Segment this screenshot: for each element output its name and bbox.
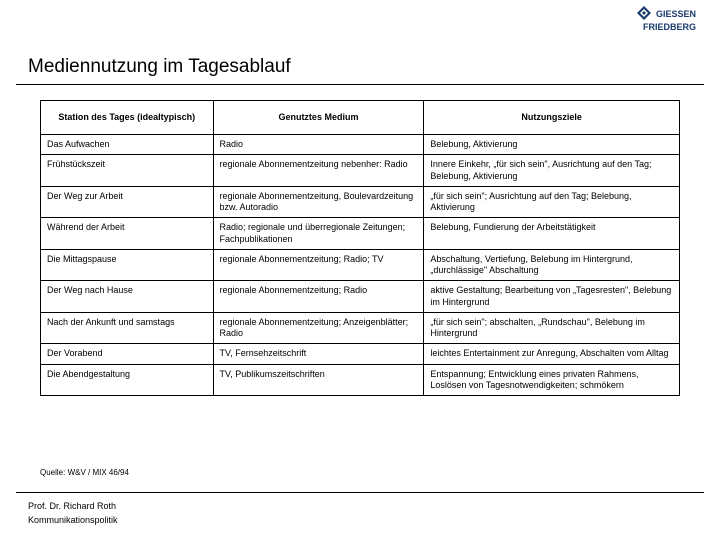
page-title: Mediennutzung im Tagesablauf [28, 56, 291, 78]
table-cell: „für sich sein"; abschalten, „Rundschau"… [424, 312, 680, 344]
table-row: Das AufwachenRadioBelebung, Aktivierung [41, 135, 680, 155]
table-cell: regionale Abonnementzeitung; Radio; TV [213, 249, 424, 281]
table-cell: Entspannung; Entwicklung eines privaten … [424, 364, 680, 396]
table-cell: Die Abendgestaltung [41, 364, 214, 396]
title-divider [16, 84, 704, 85]
table-row: Die Mittagspauseregionale Abonnementzeit… [41, 249, 680, 281]
table-cell: Die Mittagspause [41, 249, 214, 281]
table-cell: TV, Fernsehzeitschrift [213, 344, 424, 364]
logo-icon [637, 6, 651, 23]
logo-line1: GIESSEN [656, 9, 696, 19]
table-cell: Der Weg nach Hause [41, 281, 214, 313]
table-cell: Während der Arbeit [41, 218, 214, 250]
footer-divider [16, 492, 704, 493]
col-header-goals: Nutzungsziele [424, 101, 680, 135]
col-header-medium: Genutztes Medium [213, 101, 424, 135]
table-cell: Abschaltung, Vertiefung, Belebung im Hin… [424, 249, 680, 281]
table-row: Der Weg zur Arbeitregionale Abonnementze… [41, 186, 680, 218]
table-cell: Radio; regionale und überregionale Zeitu… [213, 218, 424, 250]
table-cell: Frühstückszeit [41, 155, 214, 187]
table-cell: leichtes Entertainment zur Anregung, Abs… [424, 344, 680, 364]
table-cell: regionale Abonnementzeitung, Boulevardze… [213, 186, 424, 218]
table-cell: Belebung, Aktivierung [424, 135, 680, 155]
source-citation: Quelle: W&V / MIX 46/94 [40, 468, 129, 477]
table-cell: regionale Abonnementzeitung; Anzeigenblä… [213, 312, 424, 344]
col-header-station: Station des Tages (idealtypisch) [41, 101, 214, 135]
table-row: Der VorabendTV, Fernsehzeitschriftleicht… [41, 344, 680, 364]
org-logo: GIESSEN FRIEDBERG [637, 6, 696, 33]
footer-subject: Kommunikationspolitik [28, 514, 118, 528]
table-row: Nach der Ankunft und samstagsregionale A… [41, 312, 680, 344]
footer: Prof. Dr. Richard Roth Kommunikationspol… [28, 500, 118, 527]
table-cell: aktive Gestaltung; Bearbeitung von „Tage… [424, 281, 680, 313]
table-cell: regionale Abonnementzeitung nebenher: Ra… [213, 155, 424, 187]
table-cell: Das Aufwachen [41, 135, 214, 155]
table-cell: Innere Einkehr, „für sich sein", Ausrich… [424, 155, 680, 187]
table-cell: Der Vorabend [41, 344, 214, 364]
table-header-row: Station des Tages (idealtypisch) Genutzt… [41, 101, 680, 135]
table-cell: Der Weg zur Arbeit [41, 186, 214, 218]
table-cell: regionale Abonnementzeitung; Radio [213, 281, 424, 313]
table-cell: Belebung, Fundierung der Arbeitstätigkei… [424, 218, 680, 250]
table-row: Frühstückszeitregionale Abonnementzeitun… [41, 155, 680, 187]
logo-line2: FRIEDBERG [643, 22, 696, 32]
footer-author: Prof. Dr. Richard Roth [28, 500, 118, 514]
table-cell: TV, Publikumszeitschriften [213, 364, 424, 396]
table-row: Während der ArbeitRadio; regionale und ü… [41, 218, 680, 250]
table-cell: Radio [213, 135, 424, 155]
table-cell: Nach der Ankunft und samstags [41, 312, 214, 344]
table-row: Die AbendgestaltungTV, Publikumszeitschr… [41, 364, 680, 396]
media-usage-table: Station des Tages (idealtypisch) Genutzt… [40, 100, 680, 396]
table-cell: „für sich sein"; Ausrichtung auf den Tag… [424, 186, 680, 218]
table-row: Der Weg nach Hauseregionale Abonnementze… [41, 281, 680, 313]
